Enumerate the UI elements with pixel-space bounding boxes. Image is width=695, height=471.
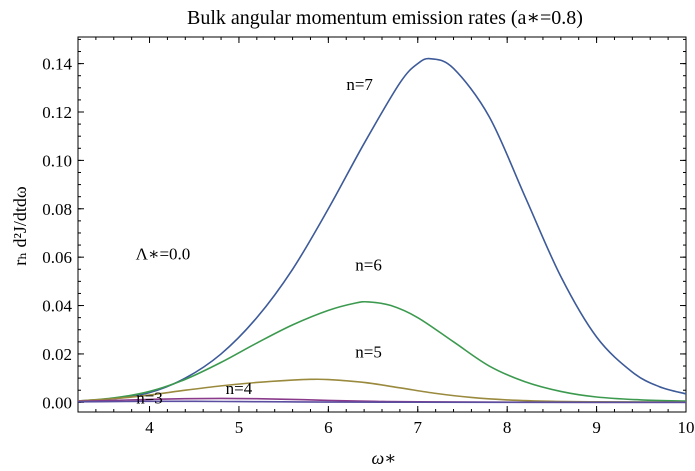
x-axis-label: ω∗ [372,448,397,468]
x-tick-label: 9 [592,418,601,437]
plot-frame [77,36,687,413]
series-line-n-5 [77,378,687,403]
x-tick-label: 7 [414,418,423,437]
curve-annotations: n=7 n=6 n=5 n=4 n=3 Λ∗=0.0 [136,75,382,407]
curve-annotation: n=3 [136,389,163,408]
x-tick-label: 4 [145,418,154,437]
y-tick-label: 0.12 [42,103,72,122]
axis-ticks: 4 5 6 7 8 9 10 0.00 0.02 0.04 0.06 0.08 0.10 0.12 0.14 [42,37,695,437]
chart-title: Bulk angular momentum emission rates (a∗… [187,7,583,29]
y-tick-label: 0.04 [42,297,72,316]
curve-annotation: n=7 [346,75,373,94]
curve-annotation: n=5 [355,343,382,362]
x-tick-label: 5 [235,418,244,437]
y-tick-label: 0.00 [42,393,72,412]
series-line-n-6 [77,300,687,402]
series-line-n-7 [77,57,687,402]
y-tick-label: 0.06 [42,248,72,267]
x-tick-label: 6 [324,418,333,437]
y-tick-label: 0.14 [42,55,72,74]
y-tick-label: 0.02 [42,345,72,364]
series-line-n-3 [77,400,687,404]
curve-annotation: Λ∗=0.0 [136,245,191,264]
y-tick-label: 0.08 [42,200,72,219]
y-tick-label: 0.10 [42,151,72,170]
y-axis-label: rₕ d²J/dtdω [10,186,30,266]
curve-annotation: n=6 [355,255,382,274]
curve-annotation: n=4 [226,379,253,398]
x-tick-label: 10 [678,418,695,437]
x-tick-label: 8 [503,418,512,437]
series-lines [77,57,687,404]
